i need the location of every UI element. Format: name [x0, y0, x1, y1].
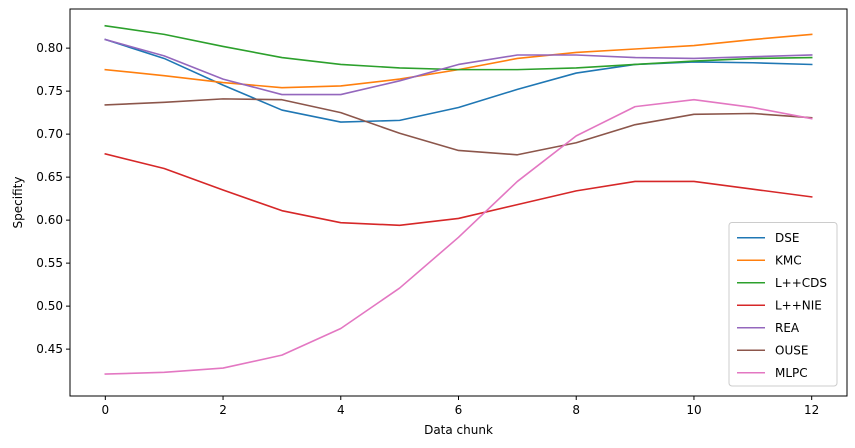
- series-line-mlpc: [104, 98, 813, 375]
- legend-label: MLPC: [775, 366, 808, 380]
- series-line-l-nie: [104, 152, 813, 227]
- y-tick-label: 0.45: [36, 342, 63, 356]
- y-axis-label: Specifity: [11, 177, 25, 229]
- x-tick-label: 2: [219, 403, 227, 417]
- y-tick-label: 0.65: [36, 170, 63, 184]
- y-tick-label: 0.80: [36, 41, 63, 55]
- x-axis-label: Data chunk: [424, 423, 493, 437]
- legend-label: REA: [775, 321, 800, 335]
- series-line-dse: [104, 38, 813, 123]
- plot-lines: [104, 24, 813, 375]
- y-tick-label: 0.50: [36, 299, 63, 313]
- legend: DSE KMC L++CDS L++NIE REA OUSE MLPC: [728, 222, 838, 387]
- legend-label: L++CDS: [775, 276, 827, 290]
- x-tick-label: 0: [101, 403, 109, 417]
- legend-label: KMC: [775, 253, 802, 267]
- x-tick-label: 12: [804, 403, 819, 417]
- x-tick-label: 4: [337, 403, 345, 417]
- series-line-ouse: [104, 98, 813, 156]
- legend-box: [728, 222, 838, 387]
- x-axis: 0 2 4 6 8 10 12: [101, 396, 819, 417]
- series-line-l-cds: [104, 24, 813, 71]
- legend-label: L++NIE: [775, 298, 822, 312]
- y-tick-label: 0.70: [36, 127, 63, 141]
- y-tick-label: 0.75: [36, 84, 63, 98]
- y-tick-label: 0.55: [36, 256, 63, 270]
- y-tick-label: 0.60: [36, 213, 63, 227]
- x-tick-label: 6: [455, 403, 463, 417]
- legend-label: DSE: [775, 231, 799, 245]
- x-tick-label: 10: [686, 403, 701, 417]
- x-tick-label: 8: [572, 403, 580, 417]
- legend-label: OUSE: [775, 343, 808, 357]
- series-line-rea: [104, 38, 813, 96]
- y-axis: 0.45 0.50 0.55 0.60 0.65 0.70 0.75 0.80: [36, 41, 70, 356]
